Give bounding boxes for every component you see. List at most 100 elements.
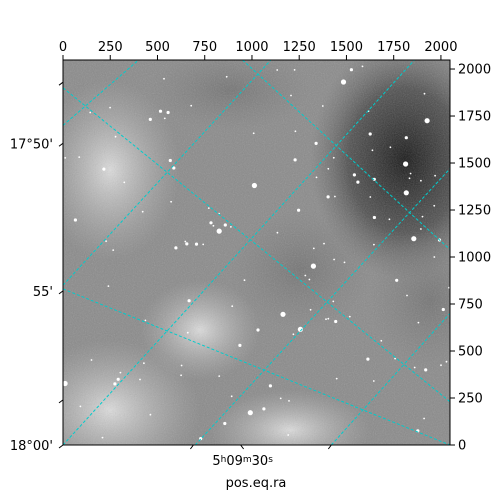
dec-tick-label: 17°50' (10, 137, 53, 152)
left-dec-axis: 17°50' 55' 18°00' (10, 81, 64, 454)
star (279, 397, 282, 400)
grid-line (63, 288, 450, 445)
star (297, 208, 301, 212)
star (440, 364, 442, 367)
right-tick-label: 250 (458, 392, 483, 407)
grid-line (330, 313, 450, 445)
dec-tick (58, 399, 64, 404)
top-tick-label: 1000 (235, 40, 268, 55)
star (109, 106, 111, 109)
star (114, 135, 117, 138)
star (352, 173, 356, 177)
star (238, 343, 242, 347)
top-tick-label: 0 (59, 40, 67, 55)
star (332, 300, 335, 303)
star (334, 319, 338, 324)
star (209, 221, 213, 225)
right-tick-label: 500 (458, 345, 483, 360)
top-tick-label: 2000 (424, 40, 457, 55)
star (424, 368, 428, 372)
star (174, 246, 178, 250)
dec-tick-label: 55' (33, 285, 53, 300)
star (252, 132, 255, 135)
star (63, 380, 68, 387)
top-tick-label: 1250 (283, 40, 316, 55)
star (180, 364, 183, 367)
star (280, 311, 286, 317)
star (256, 328, 260, 332)
star (276, 69, 279, 71)
star (423, 92, 426, 95)
dec-tick (58, 290, 64, 295)
top-pixel-axis: 0 250 500 750 1000 1250 1500 1750 2000 (59, 40, 457, 60)
star (404, 136, 408, 140)
star (334, 195, 336, 198)
sky-image (63, 60, 450, 445)
star (371, 149, 374, 152)
star (139, 378, 141, 381)
star (163, 77, 165, 80)
dec-tick (58, 142, 64, 147)
top-tick-label: 750 (192, 40, 217, 55)
star (79, 405, 82, 408)
star (230, 395, 233, 398)
star (231, 305, 234, 308)
right-tick-label: 750 (458, 298, 483, 313)
star (297, 326, 303, 332)
star (119, 371, 122, 374)
top-tick-label: 500 (145, 40, 170, 55)
right-tick-label: 1000 (458, 251, 491, 266)
star (373, 243, 375, 246)
grid-line (63, 87, 450, 403)
star (333, 258, 335, 261)
star (445, 360, 448, 363)
star (73, 218, 77, 222)
grid-line (63, 60, 272, 286)
star (112, 249, 115, 252)
star (102, 167, 106, 171)
star (323, 242, 325, 245)
right-tick-label: 2000 (458, 63, 491, 78)
grid-line (63, 60, 415, 445)
star (372, 215, 376, 220)
star (403, 161, 409, 167)
star (368, 132, 372, 136)
star (349, 68, 353, 72)
star (168, 158, 172, 163)
star (218, 375, 221, 377)
star (389, 146, 392, 149)
ra-tick-label: 5h09m30s (212, 454, 273, 469)
star (395, 278, 399, 282)
star (247, 410, 253, 416)
star (403, 190, 409, 196)
bottom-ra-axis: 5h09m30s (189, 444, 332, 469)
star (380, 339, 383, 342)
star (287, 434, 290, 436)
star (223, 421, 227, 426)
star (388, 218, 391, 221)
ra-tick (189, 444, 194, 450)
right-tick-label: 0 (458, 439, 466, 454)
stars-layer (63, 65, 450, 441)
star (149, 413, 152, 416)
star (194, 242, 199, 246)
star (268, 384, 272, 388)
star (186, 331, 189, 334)
star (441, 307, 445, 312)
star (251, 182, 257, 189)
star (144, 319, 147, 322)
star (394, 357, 396, 360)
right-pixel-axis: 0 250 500 750 1000 1250 1500 1750 2000 (450, 63, 491, 454)
star (417, 321, 420, 324)
ra-tick (240, 444, 245, 450)
star (185, 242, 189, 246)
star (243, 279, 246, 282)
star (312, 247, 315, 250)
star (293, 69, 296, 71)
star (406, 294, 408, 297)
star (223, 223, 227, 227)
star (433, 204, 436, 207)
star (343, 261, 346, 264)
star (212, 224, 215, 227)
